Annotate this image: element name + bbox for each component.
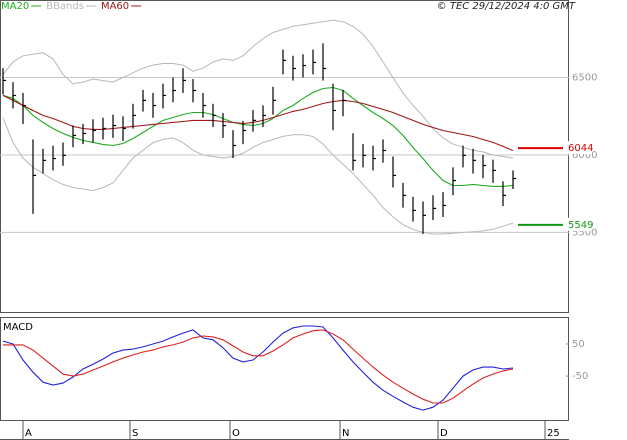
y-tick-label: 6500	[572, 72, 597, 83]
level-label: 6044	[568, 143, 593, 154]
macd-line	[3, 329, 514, 404]
legend-label: BBands	[46, 1, 84, 12]
x-tick-label: 25	[547, 428, 560, 439]
level-label-bg	[566, 217, 592, 231]
y-tick-label: 50	[572, 339, 585, 350]
level-label: 5549	[568, 220, 593, 231]
band-lower	[2, 117, 514, 235]
copyright: © TEC 29/12/2024 4:0 GMT	[437, 1, 576, 12]
x-tick-label: D	[440, 428, 448, 439]
x-tick-label: A	[25, 428, 32, 439]
x-tick-label: O	[232, 428, 240, 439]
level-label-bg	[566, 141, 592, 155]
y-tick-label: 6000	[572, 150, 597, 161]
moving-average	[2, 86, 514, 187]
x-tick-label: S	[132, 428, 138, 439]
y-tick-label: -50	[572, 371, 588, 382]
moving-average	[2, 94, 514, 152]
macd-panel	[0, 317, 569, 421]
y-tick-label: 5500	[572, 227, 597, 238]
price-panel	[0, 0, 569, 313]
panel-title: MACD	[3, 322, 33, 333]
legend-label: MA60	[101, 1, 129, 12]
legend-label: MA20	[1, 1, 29, 12]
x-tick-label: N	[342, 428, 349, 439]
band-upper	[2, 19, 514, 159]
